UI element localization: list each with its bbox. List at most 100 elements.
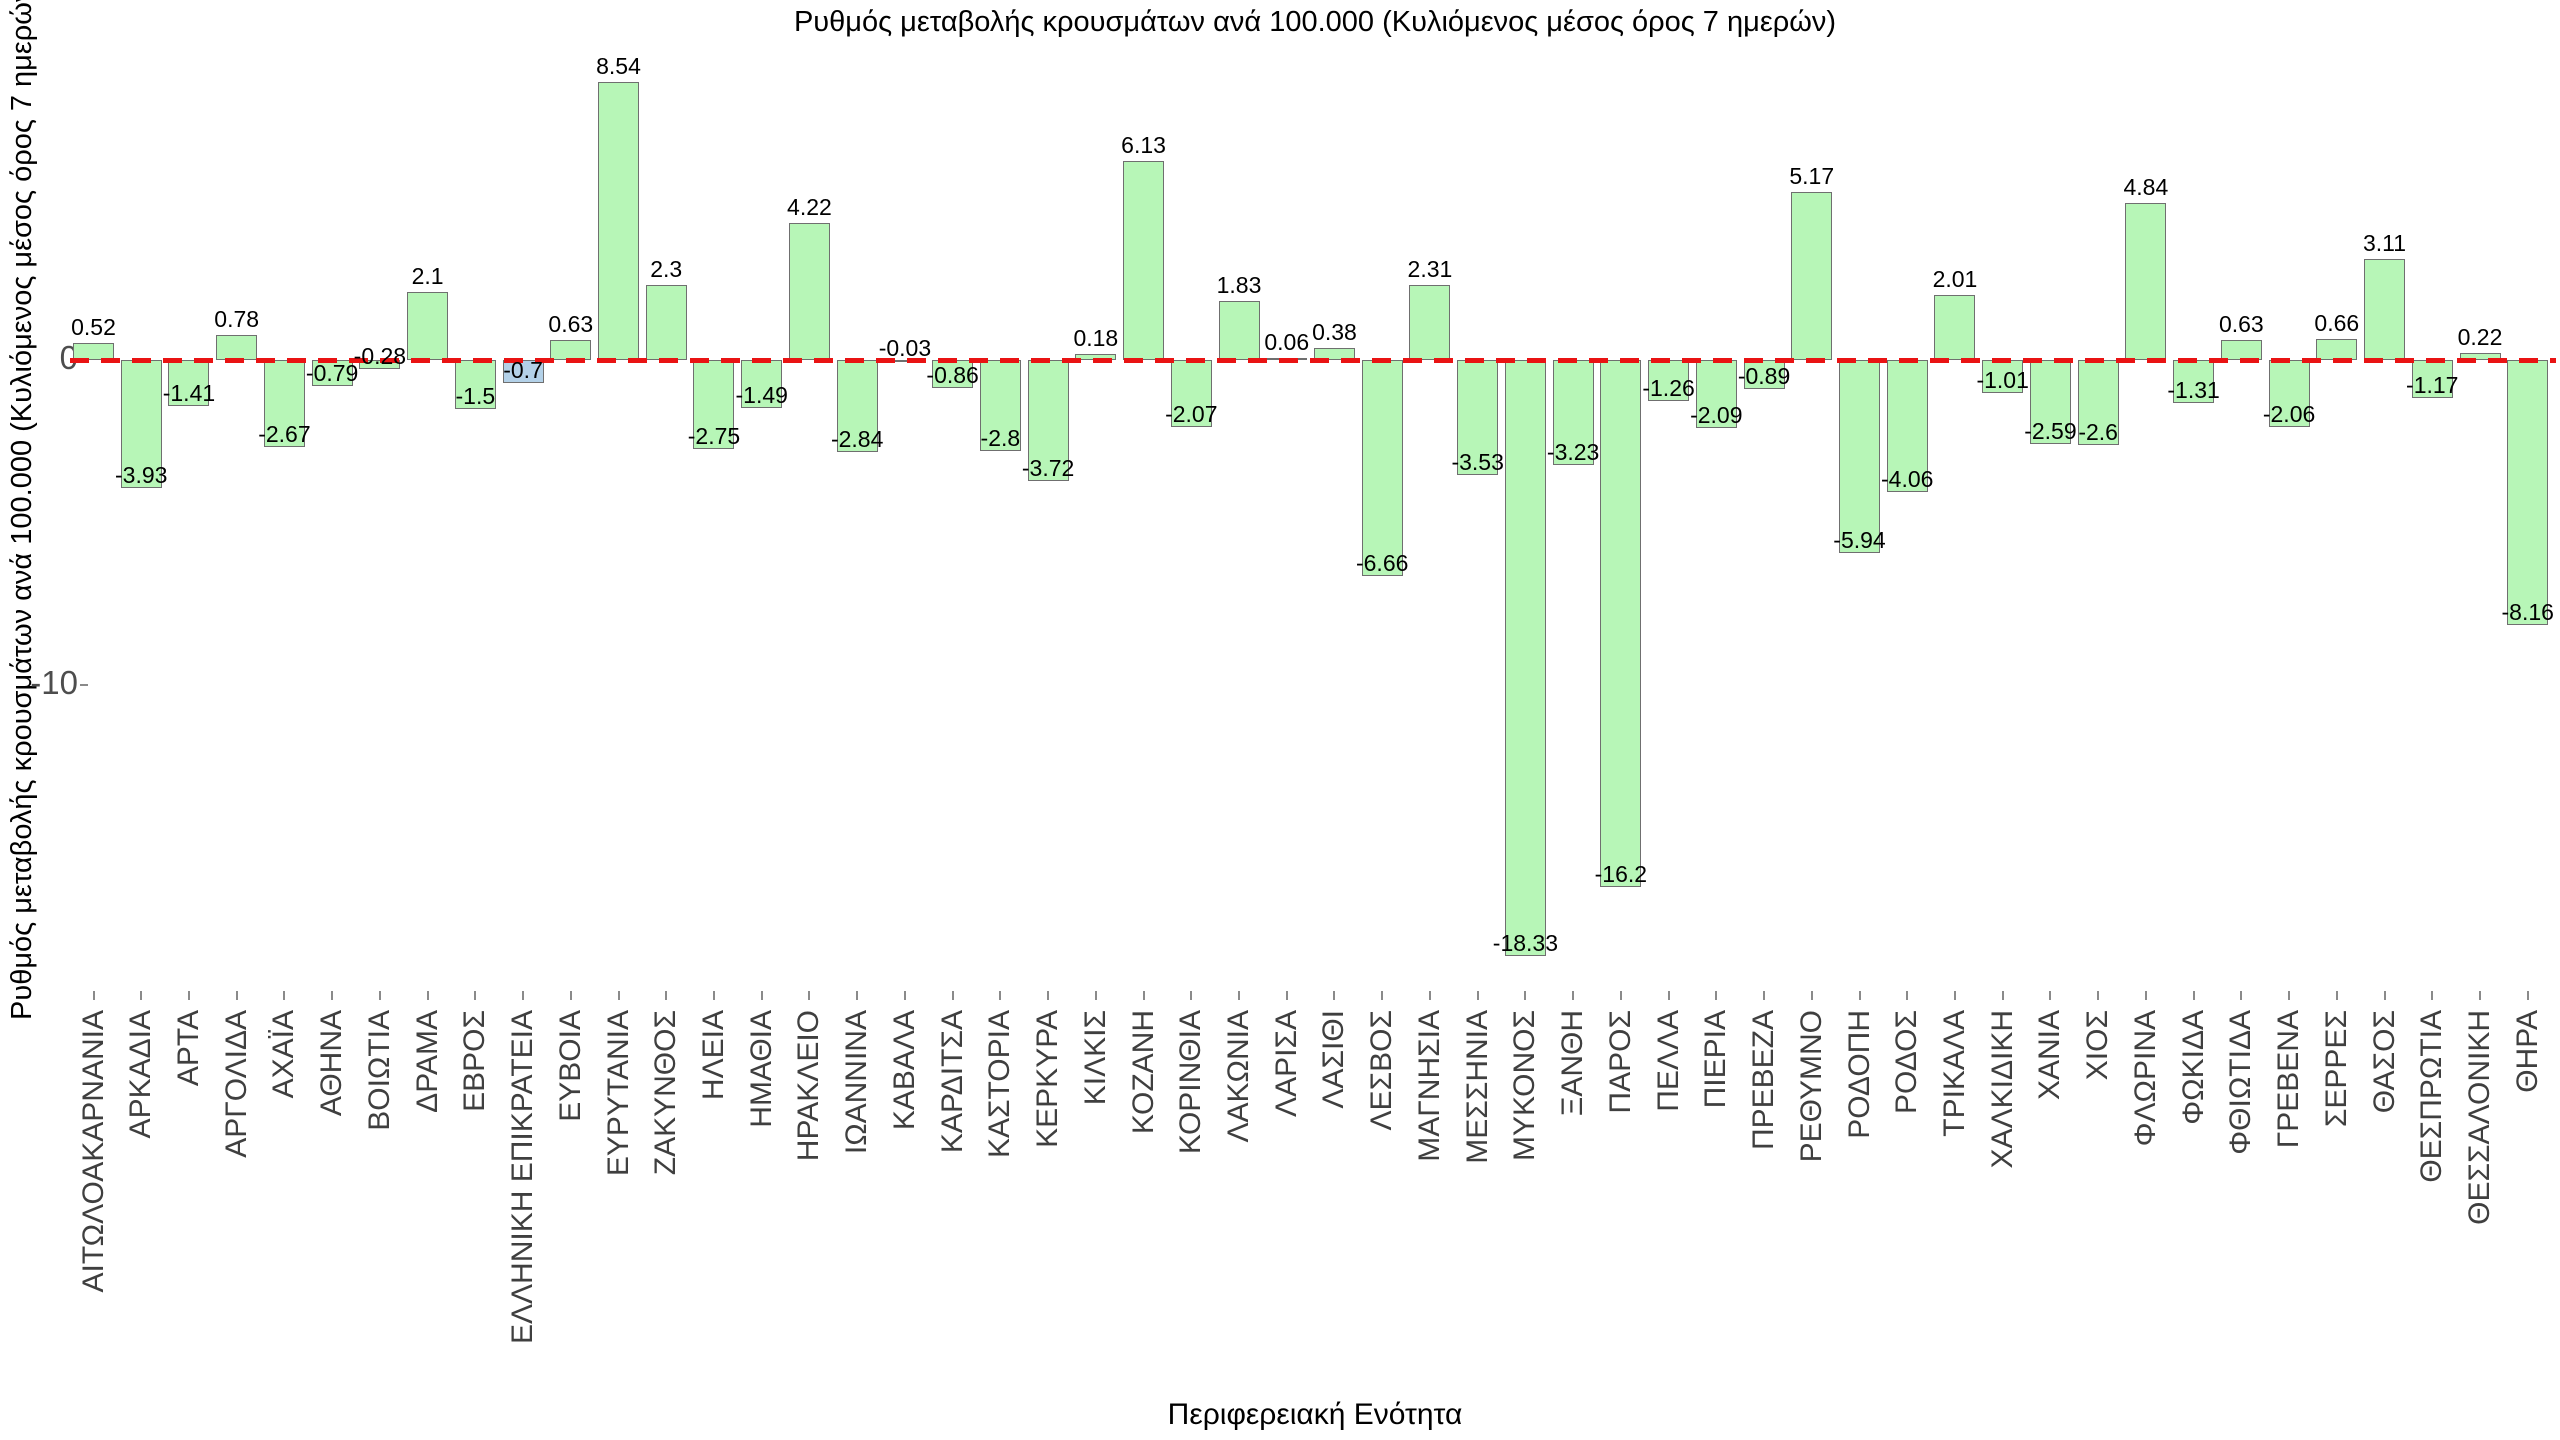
bar xyxy=(741,360,783,409)
bar xyxy=(1600,360,1642,887)
y-tick-mark xyxy=(80,684,88,686)
bar-value-label: 6.13 xyxy=(1121,131,1166,158)
bar-value-label: 1.83 xyxy=(1216,271,1262,298)
bar-value-label: 0.78 xyxy=(214,305,260,332)
bar xyxy=(1552,360,1594,465)
x-tick-mark xyxy=(808,991,811,1000)
bar xyxy=(1409,284,1451,360)
x-tick-mark xyxy=(760,991,763,1000)
x-tick-label: ΞΑΝΘΗ xyxy=(1556,1010,1590,1117)
bar-value-label: 8.54 xyxy=(596,53,641,80)
x-tick-mark xyxy=(712,991,715,1000)
bar xyxy=(1504,360,1546,956)
bar xyxy=(263,360,305,447)
x-tick-mark xyxy=(2001,991,2004,1000)
bar-value-label: 0.63 xyxy=(548,310,594,337)
bar xyxy=(1982,360,2024,393)
x-tick-label: ΠΙΕΡΙΑ xyxy=(1699,1010,1733,1109)
x-tick-label: ΚΑΒΑΛΑ xyxy=(887,1010,921,1131)
x-tick-mark xyxy=(1953,991,1956,1000)
x-tick-label: ΕΛΛΗΝΙΚΗ ΕΠΙΚΡΑΤΕΙΑ xyxy=(506,1010,540,1345)
x-tick-label: ΚΟΖΑΝΗ xyxy=(1126,1010,1160,1135)
x-tick-mark xyxy=(1381,991,1384,1000)
x-tick-label: ΚΟΡΙΝΘΙΑ xyxy=(1174,1010,1208,1155)
x-tick-mark xyxy=(2288,991,2291,1000)
x-tick-label: ΑΙΤΩΛΟΑΚΑΡΝΑΝΙΑ xyxy=(76,1010,110,1293)
bar-value-label: 0.66 xyxy=(2314,309,2360,336)
bar-value-label: -0.79 xyxy=(305,359,359,386)
bar-value-label: -2.06 xyxy=(2262,400,2316,427)
zero-line xyxy=(70,357,2556,363)
bar-value-label: 5.17 xyxy=(1789,162,1835,189)
x-tick-label: ΚΙΛΚΙΣ xyxy=(1078,1010,1112,1106)
bar xyxy=(1170,360,1212,428)
x-tick-mark xyxy=(2479,991,2481,1000)
x-tick-mark xyxy=(331,991,334,1000)
bar xyxy=(645,285,687,360)
bar xyxy=(2411,360,2453,399)
x-tick-mark xyxy=(1476,991,1479,1000)
bar-value-label: -0.03 xyxy=(878,335,932,362)
bar-value-label: -2.67 xyxy=(258,420,311,447)
bar xyxy=(1791,191,1833,360)
x-tick-label: ΚΑΣΤΟΡΙΑ xyxy=(983,1010,1017,1159)
bar-value-label: -5.94 xyxy=(1833,527,1886,554)
x-tick-label: ΠΕΛΛΑ xyxy=(1651,1010,1685,1112)
bar xyxy=(2029,360,2071,445)
x-tick-mark xyxy=(378,991,381,1000)
bar-value-label: 2.3 xyxy=(650,256,683,283)
x-tick-label: ΘΕΣΠΡΩΤΙΑ xyxy=(2415,1010,2449,1183)
x-tick-mark xyxy=(2192,991,2195,1000)
bar xyxy=(168,360,210,406)
x-tick-mark xyxy=(1619,991,1622,1000)
bar xyxy=(2364,258,2406,360)
bar xyxy=(216,334,258,360)
x-tick-mark xyxy=(2526,991,2529,1000)
x-tick-label: ΜΑΓΝΗΣΙΑ xyxy=(1412,1010,1446,1162)
bar xyxy=(693,360,735,450)
bar-value-label: -2.6 xyxy=(2078,418,2118,445)
bar-value-label: -0.86 xyxy=(926,361,979,388)
bar xyxy=(454,360,496,409)
bar xyxy=(1934,294,1976,360)
x-tick-label: ΕΥΒΟΙΑ xyxy=(553,1010,587,1122)
x-tick-label: ΠΡΕΒΕΖΑ xyxy=(1747,1010,1781,1151)
x-tick-label: ΠΑΡΟΣ xyxy=(1603,1010,1637,1114)
x-tick-label: ΑΧΑΪΑ xyxy=(267,1010,301,1099)
x-tick-label: ΧΙΟΣ xyxy=(2081,1010,2115,1081)
x-tick-mark xyxy=(1047,991,1050,1000)
x-tick-mark xyxy=(426,991,429,1000)
bar-value-label: -1.01 xyxy=(1976,366,2029,393)
bar-value-label: 0.38 xyxy=(1312,318,1357,345)
x-tick-mark xyxy=(187,991,190,1000)
x-tick-label: ΕΥΡΥΤΑΝΙΑ xyxy=(601,1010,635,1177)
x-tick-mark xyxy=(92,991,95,1000)
x-tick-label: ΦΛΩΡΙΝΑ xyxy=(2128,1010,2162,1147)
x-tick-mark xyxy=(2335,991,2338,1000)
x-axis-title: Περιφερειακή Ενότητα xyxy=(1167,1398,1463,1431)
y-axis-title: Ρυθμός μεταβολής κρουσμάτων ανά 100.000 … xyxy=(6,0,38,1020)
bar-value-label: -18.33 xyxy=(1492,929,1558,956)
bar-value-label: 3.11 xyxy=(2363,229,2407,256)
x-tick-label: ΘΑΣΟΣ xyxy=(2367,1010,2401,1114)
x-tick-mark xyxy=(1906,991,1909,1000)
bar xyxy=(1695,360,1737,428)
x-tick-mark xyxy=(235,991,238,1000)
bar-value-label: 2.31 xyxy=(1407,255,1453,282)
x-tick-label: ΡΟΔΟΣ xyxy=(1890,1010,1924,1115)
x-tick-mark xyxy=(1190,991,1193,1000)
x-tick-label: ΦΘΙΩΤΙΔΑ xyxy=(2224,1010,2258,1155)
x-tick-mark xyxy=(2097,991,2100,1000)
x-tick-label: ΑΡΓΟΛΙΔΑ xyxy=(219,1010,253,1158)
bar-value-label: 0.18 xyxy=(1073,325,1119,352)
x-tick-mark xyxy=(1524,991,1527,1000)
bar-value-label: 4.84 xyxy=(2123,173,2169,200)
x-tick-label: ΙΩΑΝΝΙΝΑ xyxy=(840,1010,874,1155)
x-tick-mark xyxy=(2240,991,2243,1000)
bar-value-label: -2.75 xyxy=(687,423,741,450)
y-tick-label: 0 xyxy=(59,339,78,376)
x-tick-mark xyxy=(1572,991,1575,1000)
x-tick-mark xyxy=(856,991,859,1000)
bar-value-label: 2.1 xyxy=(411,262,444,289)
